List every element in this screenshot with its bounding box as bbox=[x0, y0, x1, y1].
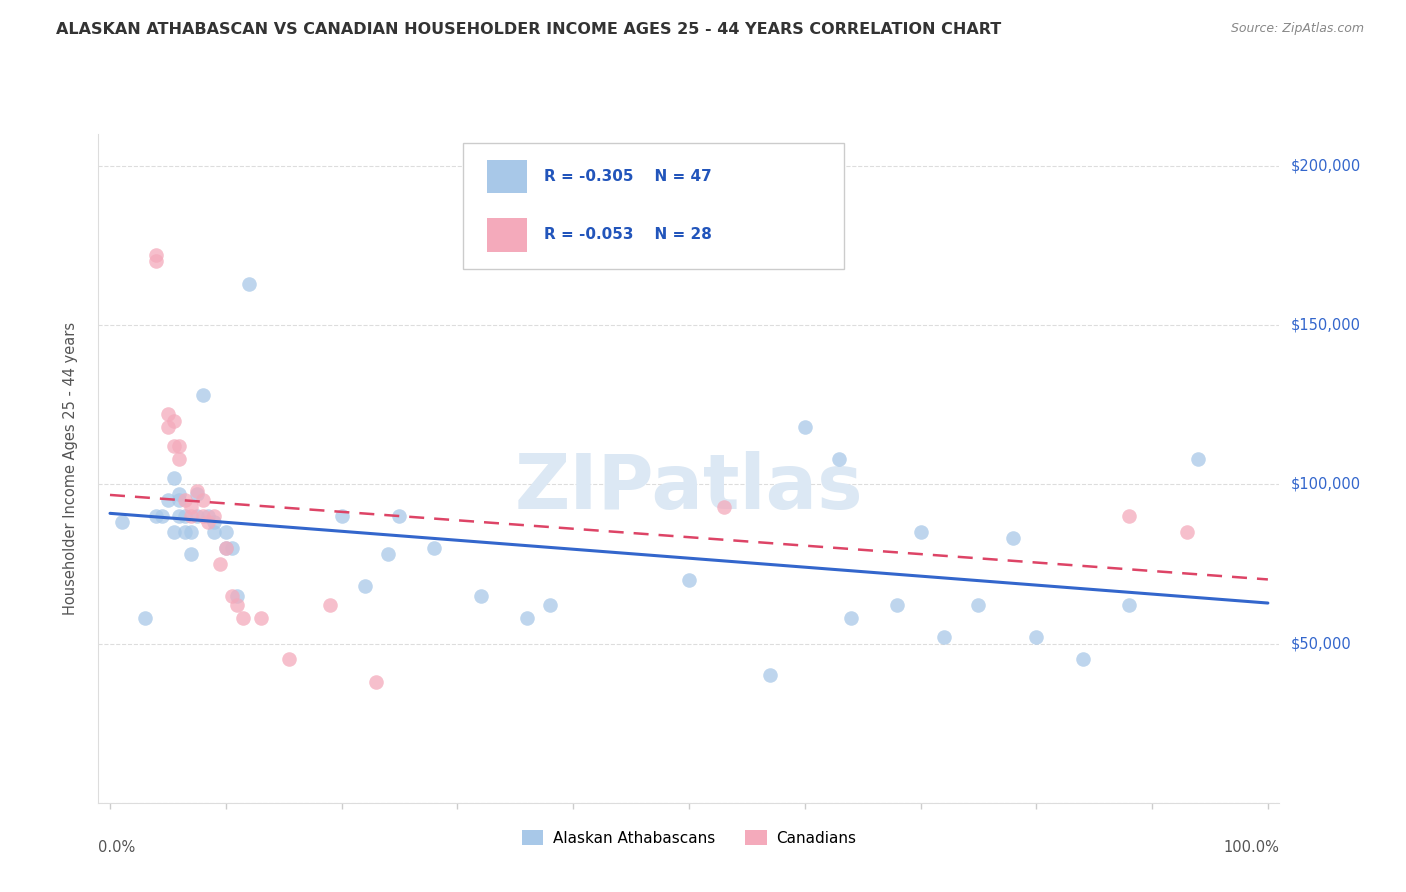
Text: $150,000: $150,000 bbox=[1291, 318, 1361, 333]
Point bbox=[163, 524, 186, 539]
Point bbox=[145, 254, 167, 268]
Point bbox=[249, 611, 271, 625]
Text: 100.0%: 100.0% bbox=[1223, 839, 1279, 855]
Point bbox=[145, 509, 167, 524]
Point bbox=[169, 451, 191, 466]
Text: ALASKAN ATHABASCAN VS CANADIAN HOUSEHOLDER INCOME AGES 25 - 44 YEARS CORRELATION: ALASKAN ATHABASCAN VS CANADIAN HOUSEHOLD… bbox=[56, 22, 1001, 37]
Point bbox=[910, 524, 932, 539]
Text: $100,000: $100,000 bbox=[1291, 476, 1361, 491]
Point bbox=[932, 630, 955, 644]
Point bbox=[388, 509, 411, 524]
Point bbox=[1118, 599, 1140, 613]
Point bbox=[226, 599, 249, 613]
Point bbox=[180, 509, 202, 524]
Point bbox=[208, 557, 231, 571]
Point bbox=[174, 493, 197, 508]
Point bbox=[319, 599, 342, 613]
Point bbox=[169, 439, 191, 453]
Point bbox=[145, 248, 167, 262]
Point bbox=[215, 541, 238, 555]
Point bbox=[180, 547, 202, 561]
Legend: Alaskan Athabascans, Canadians: Alaskan Athabascans, Canadians bbox=[516, 824, 862, 852]
Point bbox=[1118, 509, 1140, 524]
Text: ZIPatlas: ZIPatlas bbox=[515, 451, 863, 525]
Point bbox=[1002, 532, 1025, 546]
Point bbox=[215, 524, 238, 539]
Point bbox=[516, 611, 538, 625]
Point bbox=[1071, 652, 1094, 666]
Point bbox=[967, 599, 990, 613]
Point bbox=[678, 573, 700, 587]
Point bbox=[156, 420, 179, 434]
Point bbox=[163, 439, 186, 453]
Point bbox=[470, 589, 492, 603]
Point bbox=[191, 388, 214, 402]
Point bbox=[174, 524, 197, 539]
Point bbox=[1025, 630, 1047, 644]
Point bbox=[377, 547, 399, 561]
Point bbox=[150, 509, 173, 524]
Point bbox=[713, 500, 735, 514]
Point bbox=[215, 541, 238, 555]
Point bbox=[163, 471, 186, 485]
Point bbox=[353, 579, 375, 593]
Point bbox=[169, 493, 191, 508]
Point bbox=[156, 493, 179, 508]
Point bbox=[423, 541, 446, 555]
Text: R = -0.305    N = 47: R = -0.305 N = 47 bbox=[544, 169, 711, 184]
Point bbox=[134, 611, 156, 625]
Point bbox=[197, 516, 219, 530]
Point bbox=[232, 611, 254, 625]
Point bbox=[163, 413, 186, 427]
Point bbox=[1175, 524, 1198, 539]
Point bbox=[828, 451, 851, 466]
Point bbox=[197, 509, 219, 524]
Text: Source: ZipAtlas.com: Source: ZipAtlas.com bbox=[1230, 22, 1364, 36]
Point bbox=[759, 668, 782, 682]
Point bbox=[366, 674, 388, 689]
Point bbox=[186, 487, 208, 501]
Point bbox=[202, 524, 225, 539]
Point bbox=[278, 652, 301, 666]
Point bbox=[180, 524, 202, 539]
Point bbox=[1187, 451, 1209, 466]
Text: $200,000: $200,000 bbox=[1291, 158, 1361, 173]
Y-axis label: Householder Income Ages 25 - 44 years: Householder Income Ages 25 - 44 years bbox=[63, 322, 77, 615]
Point bbox=[169, 509, 191, 524]
Point bbox=[793, 420, 815, 434]
Point bbox=[180, 500, 202, 514]
Point bbox=[238, 277, 260, 291]
Point bbox=[186, 509, 208, 524]
Point bbox=[330, 509, 353, 524]
Point bbox=[110, 516, 132, 530]
Text: 0.0%: 0.0% bbox=[98, 839, 135, 855]
Point bbox=[538, 599, 561, 613]
Point bbox=[886, 599, 908, 613]
Text: R = -0.053    N = 28: R = -0.053 N = 28 bbox=[544, 227, 711, 243]
Text: $50,000: $50,000 bbox=[1291, 636, 1351, 651]
Point bbox=[226, 589, 249, 603]
Point bbox=[191, 509, 214, 524]
Point bbox=[186, 483, 208, 498]
Point bbox=[169, 487, 191, 501]
Point bbox=[839, 611, 862, 625]
Point bbox=[221, 541, 243, 555]
Point bbox=[202, 509, 225, 524]
Point bbox=[202, 516, 225, 530]
Point bbox=[156, 407, 179, 421]
Point bbox=[221, 589, 243, 603]
Point bbox=[191, 493, 214, 508]
Point bbox=[174, 509, 197, 524]
